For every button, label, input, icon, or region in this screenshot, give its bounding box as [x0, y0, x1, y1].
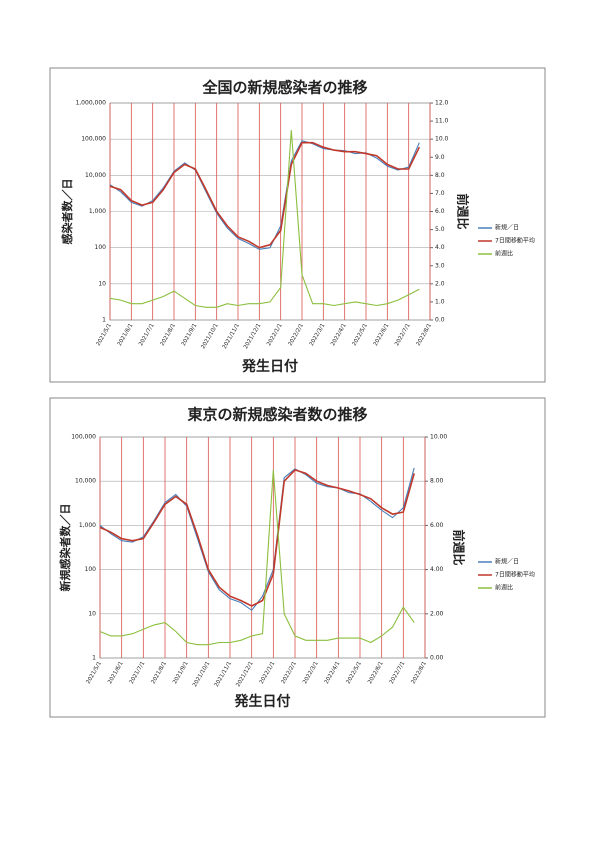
y2-tick-label: 2.00 — [430, 610, 444, 617]
y-axis-label: 新規感染者数／日 — [58, 504, 72, 592]
x-tick-label: 2022/7/1 — [394, 323, 412, 347]
x-tick-label: 2021/5/1 — [95, 323, 113, 347]
y2-tick-label: 3.0 — [435, 262, 445, 269]
chart-frame — [49, 67, 546, 383]
y2-tick-label: 2.0 — [435, 280, 445, 287]
y-axis-label: 感染者数／日 — [60, 179, 74, 245]
x-tick-label: 2022/5/1 — [345, 661, 363, 685]
x-tick-label: 2021/10/1 — [200, 323, 219, 350]
y-tick-label: 100 — [85, 566, 97, 573]
x-tick-label: 2021/11/1 — [214, 661, 233, 688]
y2-tick-label: 9.0 — [435, 154, 445, 161]
x-tick-label: 2022/1/1 — [259, 661, 277, 685]
y-tick-label: 100 — [95, 244, 107, 251]
chart-frame — [49, 397, 546, 718]
y2-tick-label: 6.00 — [430, 522, 444, 529]
y-tick-label: 10,000 — [85, 172, 106, 179]
y2-tick-label: 10.0 — [435, 136, 449, 143]
x-tick-label: 2021/7/1 — [129, 661, 147, 685]
y-tick-label: 1,000 — [79, 522, 96, 529]
y2-tick-label: 1.0 — [435, 298, 445, 305]
x-tick-label: 2022/6/1 — [373, 323, 391, 347]
series-line — [99, 468, 415, 607]
legend-label: 新規／日 — [495, 558, 519, 566]
y-tick-label: 1 — [102, 317, 106, 324]
y2-tick-label: 11.0 — [435, 118, 449, 125]
x-tick-label: 2022/2/1 — [287, 323, 305, 347]
legend-label: 新規／日 — [495, 224, 519, 232]
x-tick-label: 2021/5/1 — [85, 661, 103, 685]
legend-label: 7日間移動平均 — [495, 571, 535, 579]
y2-tick-label: 5.0 — [435, 226, 445, 233]
y-tick-label: 100,000 — [71, 434, 96, 441]
x-tick-label: 2022/2/1 — [280, 661, 298, 685]
y2-tick-label: 8.00 — [430, 478, 444, 485]
x-tick-label: 2021/12/1 — [235, 661, 254, 688]
y2-tick-label: 12.0 — [435, 100, 449, 107]
y-tick-label: 1,000 — [89, 208, 106, 215]
chart-title: 東京の新規感染者数の推移 — [187, 406, 367, 424]
y2-tick-label: 0.0 — [435, 317, 445, 324]
x-tick-label: 2022/5/1 — [351, 323, 369, 347]
x-tick-label: 2022/8/1 — [410, 661, 428, 685]
legend-label: 前週比 — [495, 584, 513, 592]
x-tick-label: 2022/4/1 — [324, 661, 342, 685]
y2-tick-label: 4.0 — [435, 244, 445, 251]
series-line — [109, 130, 420, 308]
x-tick-label: 2021/11/1 — [222, 323, 241, 350]
series-line — [99, 470, 415, 646]
x-tick-label: 2021/6/1 — [107, 661, 125, 685]
y-tick-label: 1,000,000 — [75, 100, 106, 107]
y2-tick-label: 10.00 — [430, 434, 447, 441]
x-tick-label: 2021/9/1 — [181, 323, 199, 347]
x-tick-label: 2021/10/1 — [192, 661, 211, 688]
x-tick-label: 2021/9/1 — [172, 661, 190, 685]
series-line — [109, 141, 421, 249]
x-tick-label: 2022/7/1 — [389, 661, 407, 685]
x-tick-label: 2021/8/1 — [150, 661, 168, 685]
x-tick-label: 2022/3/1 — [309, 323, 327, 347]
x-tick-label: 2022/6/1 — [367, 661, 385, 685]
y2-tick-label: 0.00 — [430, 655, 444, 662]
y-tick-label: 10 — [98, 280, 106, 287]
y-tick-label: 100,000 — [81, 136, 106, 143]
x-tick-label: 2022/1/1 — [266, 323, 284, 347]
x-tick-label: 2022/3/1 — [302, 661, 320, 685]
y-tick-label: 1 — [92, 655, 96, 662]
x-tick-label: 2021/6/1 — [117, 323, 135, 347]
y2-tick-label: 4.00 — [430, 566, 444, 573]
y-tick-label: 10,000 — [75, 478, 96, 485]
y-tick-label: 10 — [88, 610, 96, 617]
y2-tick-label: 8.0 — [435, 172, 445, 179]
legend-label: 7日間移動平均 — [495, 237, 535, 245]
x-axis-label: 発生日付 — [241, 358, 298, 375]
y2-axis-label: 前週比 — [452, 529, 467, 565]
y2-axis-label: 前週比 — [456, 193, 471, 229]
x-tick-label: 2021/8/1 — [159, 323, 177, 347]
chart-title: 全国の新規感染者の推移 — [201, 79, 367, 97]
x-tick-label: 2021/12/1 — [243, 323, 262, 350]
x-tick-label: 2022/8/1 — [415, 323, 433, 347]
legend-label: 前週比 — [495, 250, 513, 258]
plot-area — [99, 436, 426, 659]
x-tick-label: 2021/7/1 — [138, 323, 156, 347]
x-axis-label: 発生日付 — [234, 693, 291, 710]
x-tick-label: 2022/4/1 — [330, 323, 348, 347]
y2-tick-label: 7.0 — [435, 190, 445, 197]
y2-tick-label: 6.0 — [435, 208, 445, 215]
